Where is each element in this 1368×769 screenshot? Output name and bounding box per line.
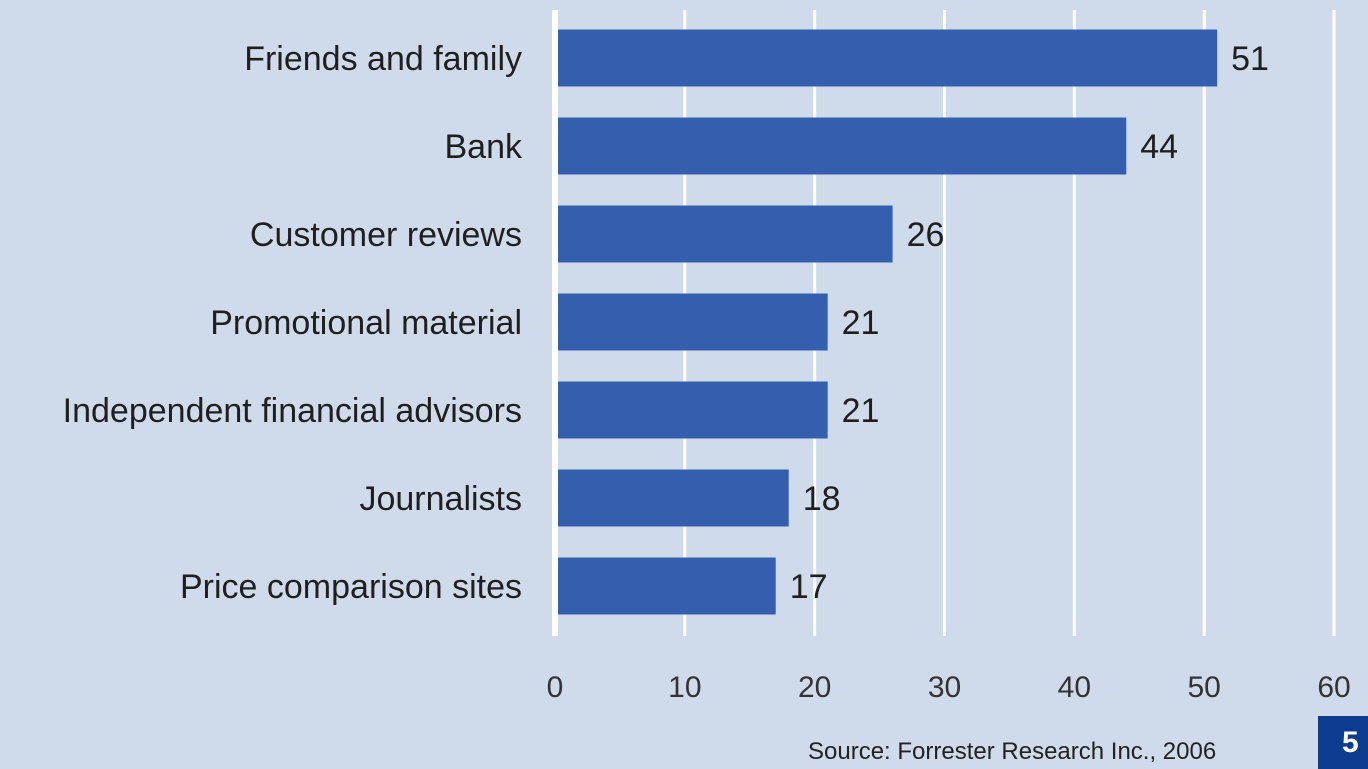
x-tick-label: 0 <box>547 671 564 704</box>
x-tick-label: 60 <box>1317 671 1350 704</box>
category-label: Bank <box>445 128 523 166</box>
value-labels: 51 44 26 21 21 18 17 <box>790 40 1269 606</box>
bar <box>558 469 789 527</box>
category-label: Friends and family <box>244 40 522 78</box>
source-note: Source: Forrester Research Inc., 2006 <box>808 738 1217 765</box>
data-label: 44 <box>1140 128 1178 166</box>
x-tick-label: 40 <box>1058 671 1091 704</box>
data-label: 51 <box>1231 40 1269 78</box>
data-label: 21 <box>842 392 880 430</box>
category-label: Journalists <box>359 480 522 518</box>
data-label: 21 <box>842 304 880 342</box>
data-label: 26 <box>907 216 945 254</box>
x-axis-tick-labels: 0 10 20 30 40 50 60 <box>547 671 1351 704</box>
x-tick-label: 30 <box>928 671 961 704</box>
gridlines <box>552 10 1336 636</box>
category-labels: Friends and family Bank Customer reviews Pr… <box>63 40 523 606</box>
category-label: Customer reviews <box>250 216 522 254</box>
bars <box>558 29 1218 615</box>
page-number-badge: 5 <box>1318 716 1368 769</box>
data-label: 17 <box>790 568 828 606</box>
x-tick-label: 20 <box>798 671 831 704</box>
x-tick-label: 10 <box>668 671 701 704</box>
x-tick-label: 50 <box>1187 671 1220 704</box>
bar <box>558 205 893 263</box>
category-label: Price comparison sites <box>180 568 522 606</box>
bar <box>558 29 1218 87</box>
bar <box>558 293 828 351</box>
bar <box>558 557 776 615</box>
bar <box>558 117 1127 175</box>
data-label: 18 <box>803 480 841 518</box>
bar <box>558 381 828 439</box>
category-label: Independent financial advisors <box>63 392 522 430</box>
category-label: Promotional material <box>210 304 522 342</box>
